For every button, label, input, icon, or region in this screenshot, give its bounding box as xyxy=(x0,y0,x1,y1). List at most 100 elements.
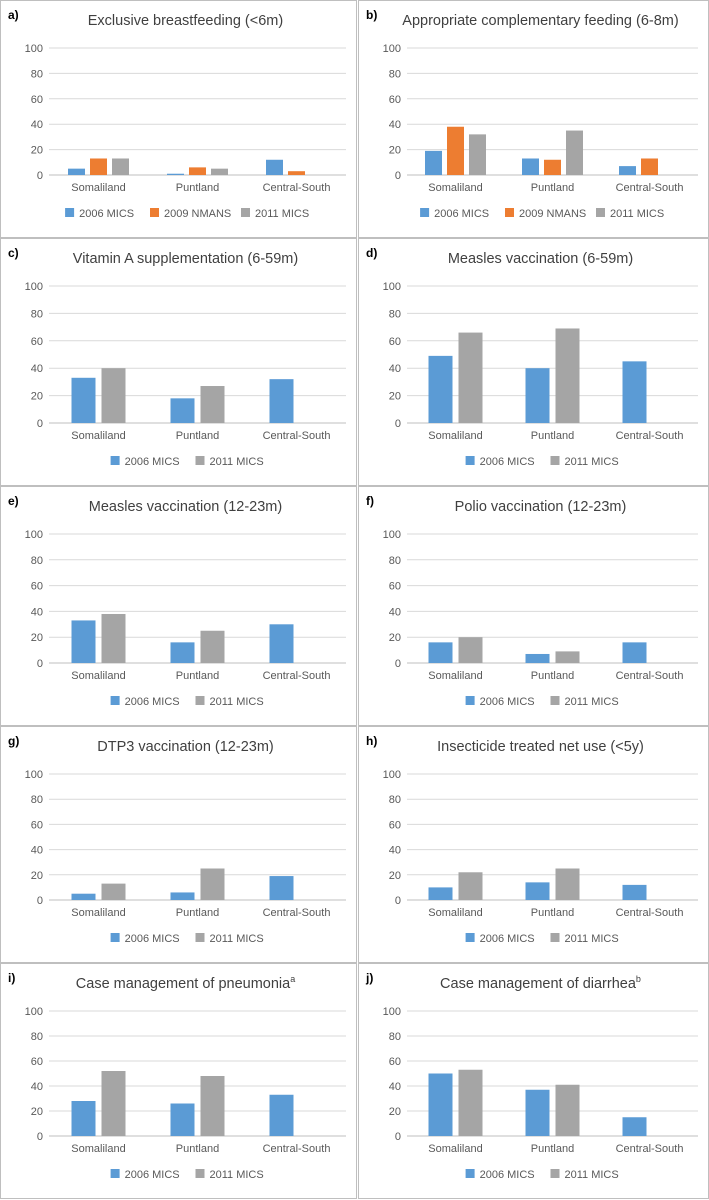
chart-panel-g: g) DTP3 vaccination (12-23m) 0 20 40 60 80 100 S… xyxy=(0,726,357,963)
bar-2011-mics-somaliland xyxy=(458,637,483,663)
bar-2006-mics-central-south xyxy=(266,159,283,175)
x-category-label: Central-South xyxy=(263,430,331,442)
x-category-label: Central-South xyxy=(616,670,684,682)
x-category-label: Central-South xyxy=(616,182,684,194)
bar-2006-mics-central-south xyxy=(269,876,294,900)
bar-2011-mics-puntland xyxy=(555,328,580,423)
y-tick-label: 20 xyxy=(31,1106,43,1118)
bar-2006-mics-somaliland xyxy=(425,150,442,175)
legend-label: 2011 MICS xyxy=(565,933,619,945)
y-tick-label: 80 xyxy=(389,308,401,320)
chart-svg: j) Case management of diarrheab 0 20 40 60 80 1… xyxy=(365,971,698,1181)
y-tick-label: 80 xyxy=(31,308,43,320)
bar-2011-mics-puntland xyxy=(566,130,583,175)
x-category-label: Central-South xyxy=(616,907,684,919)
bar-2006-mics-puntland xyxy=(525,368,550,423)
x-category-label: Puntland xyxy=(531,907,574,919)
legend-swatch xyxy=(505,208,514,217)
y-tick-label: 40 xyxy=(31,1081,43,1093)
bar-2009-nmans-puntland xyxy=(544,159,561,175)
x-category-label: Somaliland xyxy=(71,907,125,919)
y-tick-label: 80 xyxy=(389,794,401,806)
y-tick-label: 60 xyxy=(31,1056,43,1068)
chart-svg: f) Polio vaccination (12-23m) 0 20 40 60 80 100… xyxy=(366,494,698,708)
y-tick-label: 80 xyxy=(31,555,43,567)
x-category-label: Central-South xyxy=(263,907,331,919)
x-category-label: Somaliland xyxy=(428,670,482,682)
x-category-label: Somaliland xyxy=(71,430,125,442)
legend-swatch xyxy=(110,1169,120,1178)
x-category-label: Puntland xyxy=(531,1143,574,1155)
chart-title: Measles vaccination (6-59m) xyxy=(448,251,633,267)
chart-svg: a) Exclusive breastfeeding (<6m) 0 20 40 60 80… xyxy=(8,8,346,220)
bar-2011-mics-puntland xyxy=(200,1076,225,1136)
bar-2006-mics-somaliland xyxy=(68,168,85,175)
y-tick-label: 0 xyxy=(37,658,43,670)
y-tick-label: 40 xyxy=(31,363,43,375)
legend-swatch xyxy=(550,1169,560,1178)
x-category-label: Puntland xyxy=(176,1143,219,1155)
panel-label: g) xyxy=(8,734,19,748)
bar-2006-mics-central-south xyxy=(269,379,294,423)
x-category-label: Puntland xyxy=(176,430,219,442)
legend-swatch xyxy=(420,208,430,217)
bar-2011-mics-somaliland xyxy=(101,883,126,900)
bar-2006-mics-puntland xyxy=(170,398,195,423)
legend-label: 2006 MICS xyxy=(480,696,535,708)
chart-title: Case management of pneumoniaa xyxy=(76,974,295,992)
bar-2011-mics-somaliland xyxy=(458,332,483,423)
y-tick-label: 0 xyxy=(37,170,43,182)
y-tick-label: 0 xyxy=(37,1131,43,1143)
y-tick-label: 80 xyxy=(31,1031,43,1043)
bar-2011-mics-puntland xyxy=(200,630,225,663)
chart-panel-a: a) Exclusive breastfeeding (<6m) 0 20 40 60 80… xyxy=(0,0,357,238)
x-category-label: Somaliland xyxy=(71,670,125,682)
bar-2006-mics-puntland xyxy=(170,1103,195,1136)
y-tick-label: 20 xyxy=(389,1106,401,1118)
legend-swatch xyxy=(150,208,159,217)
y-tick-label: 80 xyxy=(389,1031,401,1043)
y-tick-label: 100 xyxy=(383,281,401,293)
y-tick-label: 100 xyxy=(25,1006,43,1018)
bar-2011-mics-somaliland xyxy=(101,368,126,423)
panel-label: e) xyxy=(8,494,19,508)
chart-svg: c) Vitamin A supplementation (6-59m) 0 20 40… xyxy=(8,246,346,468)
chart-panel-e: e) Measles vaccination (12-23m) 0 20 40 60 80 1… xyxy=(0,486,357,726)
x-category-label: Central-South xyxy=(263,1143,331,1155)
legend-swatch xyxy=(550,456,560,465)
legend-label: 2009 NMANS xyxy=(164,208,231,220)
bar-2006-mics-puntland xyxy=(170,892,195,900)
x-category-label: Central-South xyxy=(263,182,331,194)
legend-label: 2006 MICS xyxy=(125,456,180,468)
bar-2006-mics-puntland xyxy=(522,158,539,175)
y-tick-label: 0 xyxy=(395,1131,401,1143)
bar-2009-nmans-somaliland xyxy=(90,158,107,175)
legend-label: 2006 MICS xyxy=(480,1169,535,1181)
panel-label: c) xyxy=(8,246,19,260)
y-tick-label: 100 xyxy=(25,43,43,55)
bar-2011-mics-somaliland xyxy=(112,158,129,175)
y-tick-label: 0 xyxy=(37,418,43,430)
legend-swatch xyxy=(465,456,475,465)
legend-label: 2006 MICS xyxy=(125,1169,180,1181)
legend-swatch xyxy=(465,933,475,942)
y-tick-label: 40 xyxy=(31,606,43,618)
bar-2011-mics-puntland xyxy=(200,386,225,423)
y-tick-label: 100 xyxy=(383,769,401,781)
bar-2006-mics-puntland xyxy=(525,653,550,663)
legend-swatch xyxy=(550,933,560,942)
bar-2006-mics-central-south xyxy=(622,1117,647,1136)
legend-swatch xyxy=(195,933,205,942)
chart-title: DTP3 vaccination (12-23m) xyxy=(97,739,274,755)
x-category-label: Somaliland xyxy=(71,1143,125,1155)
y-tick-label: 0 xyxy=(395,658,401,670)
panel-label: a) xyxy=(8,8,19,22)
x-category-label: Puntland xyxy=(531,430,574,442)
y-tick-label: 100 xyxy=(25,529,43,541)
y-tick-label: 20 xyxy=(389,391,401,403)
x-category-label: Puntland xyxy=(176,907,219,919)
panel-label: i) xyxy=(8,971,15,985)
panel-label: h) xyxy=(366,734,377,748)
y-tick-label: 60 xyxy=(389,94,401,106)
y-tick-label: 60 xyxy=(31,819,43,831)
